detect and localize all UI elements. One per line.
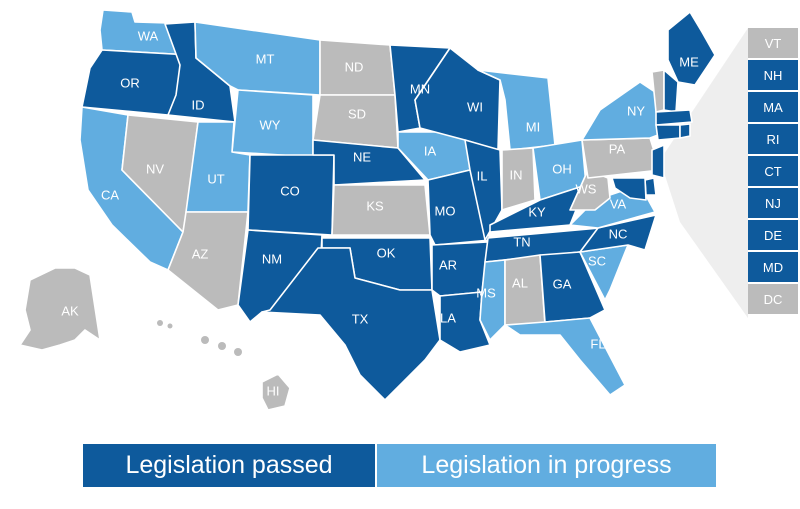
state-label-MN: MN xyxy=(410,81,430,96)
small-state-box-VT[interactable]: VT xyxy=(748,28,798,58)
legend: Legislation passed Legislation in progre… xyxy=(83,444,716,487)
small-state-box-CT[interactable]: CT xyxy=(748,156,798,186)
state-label-NY: NY xyxy=(627,103,645,118)
state-DE[interactable] xyxy=(644,177,657,196)
state-label-TN: TN xyxy=(513,234,530,249)
state-FL[interactable] xyxy=(504,317,626,396)
small-state-box-DC[interactable]: DC xyxy=(748,284,798,314)
state-label-AK: AK xyxy=(61,303,79,318)
state-label-ME: ME xyxy=(679,54,699,69)
state-SD[interactable] xyxy=(312,94,399,149)
legend-in-progress-label: Legislation in progress xyxy=(421,451,672,479)
small-state-label: NH xyxy=(763,67,783,83)
state-label-AR: AR xyxy=(439,257,457,272)
small-state-box-NJ[interactable]: NJ xyxy=(748,188,798,218)
state-label-AZ: AZ xyxy=(192,246,209,261)
state-label-OK: OK xyxy=(377,245,396,260)
state-NY[interactable] xyxy=(581,81,659,141)
small-state-label: DC xyxy=(763,291,783,307)
state-label-WA: WA xyxy=(138,28,159,43)
legend-passed: Legislation passed xyxy=(83,444,375,487)
small-state-label: MA xyxy=(763,99,783,115)
state-label-FL: FL xyxy=(590,336,605,351)
state-label-LA: LA xyxy=(440,310,456,325)
state-MD[interactable] xyxy=(611,177,647,201)
state-label-SC: SC xyxy=(588,253,606,268)
small-state-box-NH[interactable]: NH xyxy=(748,60,798,90)
state-label-NM: NM xyxy=(262,251,282,266)
state-label-WS: WS xyxy=(576,181,597,196)
state-label-IN: IN xyxy=(510,167,523,182)
small-state-label: VT xyxy=(764,35,782,51)
state-label-CO: CO xyxy=(280,183,300,198)
small-state-box-DE[interactable]: DE xyxy=(748,220,798,250)
state-label-PA: PA xyxy=(609,141,626,156)
state-HI[interactable] xyxy=(261,373,291,411)
legend-in-progress: Legislation in progress xyxy=(377,444,716,487)
state-ME[interactable] xyxy=(667,11,716,86)
state-TX[interactable] xyxy=(261,247,441,401)
state-label-UT: UT xyxy=(207,171,224,186)
small-state-label: CT xyxy=(764,163,782,179)
state-label-KS: KS xyxy=(366,198,384,213)
small-state-box-MA[interactable]: MA xyxy=(748,92,798,122)
northeast-callout xyxy=(660,28,748,318)
small-state-box-MD[interactable]: MD xyxy=(748,252,798,282)
small-state-label: RI xyxy=(766,131,780,147)
state-label-VA: VA xyxy=(610,196,627,211)
state-label-MO: MO xyxy=(435,203,456,218)
state-GA[interactable] xyxy=(539,251,606,323)
small-state-label: MD xyxy=(762,259,784,275)
small-state-label: DE xyxy=(763,227,783,243)
state-label-HI: HI xyxy=(267,383,280,398)
island-chain xyxy=(157,320,242,356)
state-label-ND: ND xyxy=(345,59,364,74)
state-label-NE: NE xyxy=(353,149,371,164)
state-label-OR: OR xyxy=(120,75,140,90)
state-WS[interactable] xyxy=(569,169,611,211)
state-AK[interactable] xyxy=(19,267,101,351)
us-map: WA OR CA ID NV MT WY UT AZ CO NM ND SD NE KS OK TX MN IA MO… xyxy=(19,9,748,411)
state-label-WY: WY xyxy=(260,117,281,132)
state-label-KY: KY xyxy=(528,204,546,219)
state-label-OH: OH xyxy=(552,161,572,176)
state-label-NC: NC xyxy=(609,226,628,241)
small-state-box-RI[interactable]: RI xyxy=(748,124,798,154)
state-NJ[interactable] xyxy=(651,144,665,179)
state-label-CA: CA xyxy=(101,187,119,202)
legend-passed-label: Legislation passed xyxy=(125,451,333,479)
state-label-IL: IL xyxy=(477,168,488,183)
state-label-NV: NV xyxy=(146,161,164,176)
state-label-MS: MS xyxy=(476,285,496,300)
state-NC[interactable] xyxy=(579,214,657,253)
state-CT[interactable] xyxy=(655,124,681,141)
state-label-MT: MT xyxy=(256,51,275,66)
state-MA[interactable] xyxy=(655,109,693,126)
state-label-MI: MI xyxy=(526,119,540,134)
state-IN[interactable] xyxy=(501,147,536,211)
state-label-TX: TX xyxy=(352,311,369,326)
state-label-IA: IA xyxy=(424,143,437,158)
small-state-label: NJ xyxy=(765,195,781,211)
state-label-WI: WI xyxy=(467,99,483,114)
state-label-ID: ID xyxy=(192,97,205,112)
state-RI[interactable] xyxy=(679,123,691,139)
state-label-AL: AL xyxy=(512,275,528,290)
state-label-SD: SD xyxy=(348,106,366,121)
state-label-GA: GA xyxy=(553,276,572,291)
